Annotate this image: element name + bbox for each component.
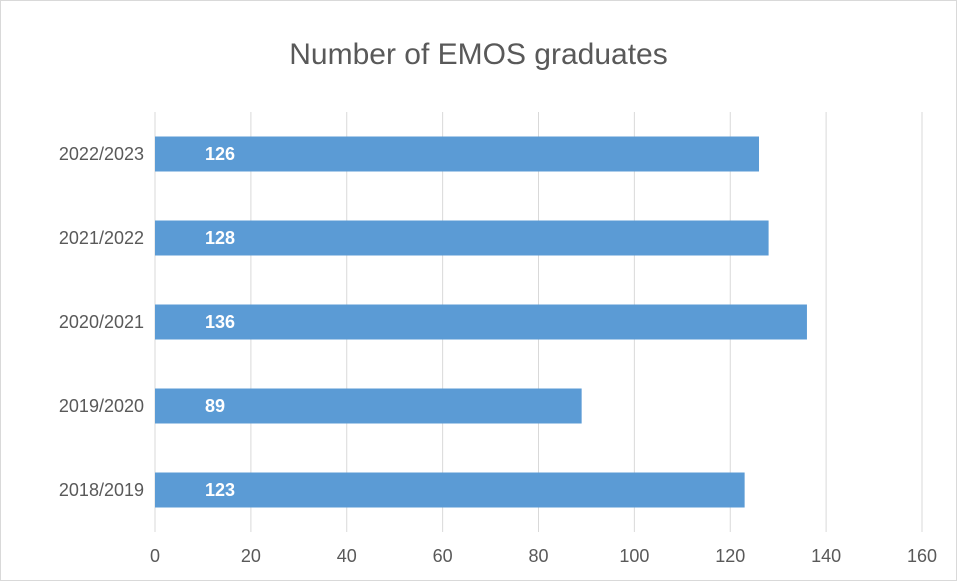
bar xyxy=(155,136,760,172)
x-tick-label: 160 xyxy=(907,546,937,566)
y-axis-categories: 2018/2019 2019/2020 2020/2021 2021/2022 2022… xyxy=(59,144,144,500)
x-axis-ticks: 0 20 40 60 80 100 120 140 160 xyxy=(150,546,937,566)
y-category-label: 2019/2020 xyxy=(59,396,144,416)
bar xyxy=(155,304,807,340)
x-tick-label: 20 xyxy=(241,546,261,566)
data-label: 123 xyxy=(205,480,235,500)
y-category-label: 2021/2022 xyxy=(59,228,144,248)
y-category-label: 2022/2023 xyxy=(59,144,144,164)
data-label: 128 xyxy=(205,228,235,248)
data-label: 126 xyxy=(205,144,235,164)
x-tick-label: 100 xyxy=(619,546,649,566)
x-tick-label: 0 xyxy=(150,546,160,566)
x-tick-label: 80 xyxy=(528,546,548,566)
y-category-label: 2018/2019 xyxy=(59,480,144,500)
x-tick-label: 40 xyxy=(337,546,357,566)
data-label: 89 xyxy=(205,396,225,416)
x-tick-label: 140 xyxy=(811,546,841,566)
bar xyxy=(155,388,582,424)
x-tick-label: 120 xyxy=(715,546,745,566)
bars: 123 89 136 128 126 xyxy=(155,136,807,508)
bar xyxy=(155,472,745,508)
chart-title: Number of EMOS graduates xyxy=(289,38,668,71)
data-label: 136 xyxy=(205,312,235,332)
x-tick-label: 60 xyxy=(433,546,453,566)
bar xyxy=(155,220,769,256)
y-category-label: 2020/2021 xyxy=(59,312,144,332)
